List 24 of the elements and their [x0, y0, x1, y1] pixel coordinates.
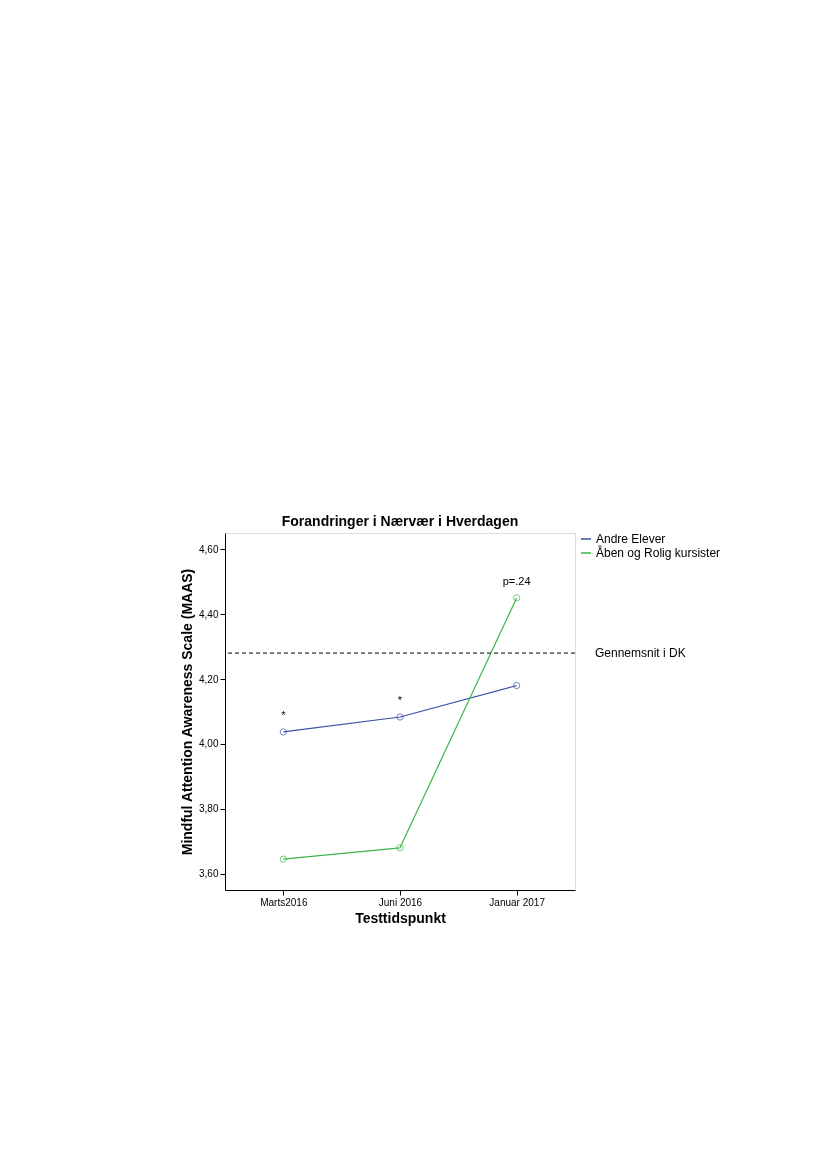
point: [279, 728, 287, 736]
annotation: *: [281, 708, 287, 721]
legend-label: Åben og Rolig kursister: [596, 545, 721, 560]
x-tick-label: Juni 2016: [378, 896, 423, 908]
annotation: p=.24: [502, 574, 531, 587]
point: [279, 855, 287, 863]
ref-line-label: Gennemsnit i DK: [595, 646, 686, 661]
x-tick-label: Marts2016: [260, 896, 308, 908]
chart-title: Forandringer i Nærvær i Hverdagen: [281, 513, 519, 529]
x-tick-label: Januar 2017: [489, 896, 546, 908]
annotation: *: [397, 694, 403, 707]
y-axis-title: Mindful Attention Awareness Scale (MAAS): [179, 568, 196, 856]
y-tick-label: 4,40: [199, 608, 219, 620]
point: [513, 681, 521, 690]
y-tick-label: 4,00: [199, 738, 219, 750]
legend-label: Andre Elever: [596, 532, 666, 546]
point: [513, 594, 521, 602]
y-tick-label: 3,60: [199, 868, 219, 880]
x-axis-title: Testtidspunkt: [355, 909, 447, 926]
y-tick-label: 4,60: [199, 543, 219, 555]
y-tick-label: 3,80: [199, 803, 219, 815]
point: [396, 713, 404, 721]
point: [396, 844, 404, 852]
y-tick-label: 4,20: [199, 673, 219, 685]
